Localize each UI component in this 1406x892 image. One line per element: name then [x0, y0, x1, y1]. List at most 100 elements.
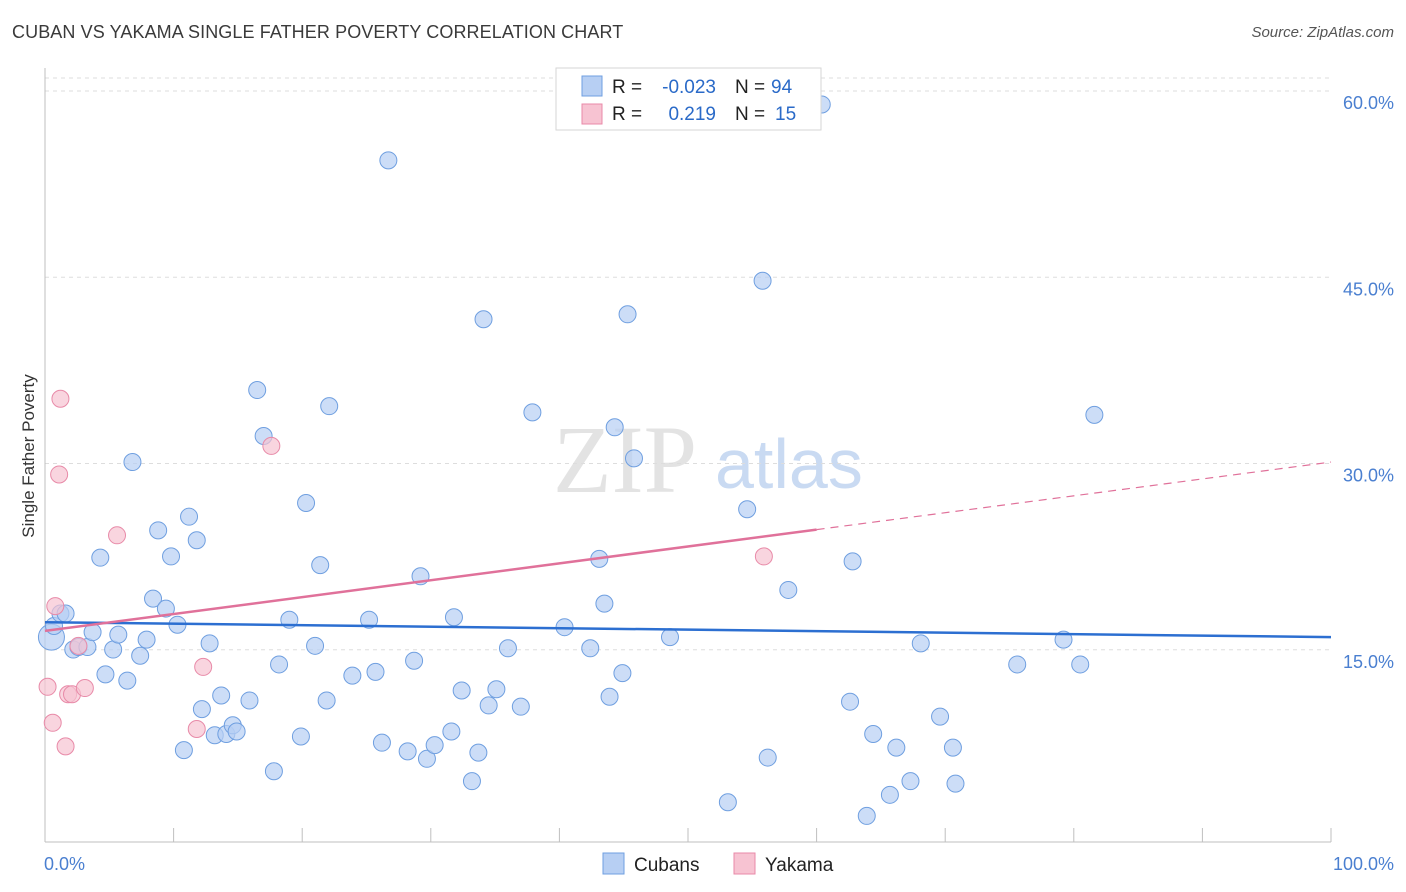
cuban-point [118, 671, 137, 690]
cuban-point [162, 547, 181, 566]
cuban-point [943, 738, 962, 757]
cuban-point [595, 594, 614, 613]
cuban-point [144, 589, 163, 608]
cuban-point [843, 552, 862, 571]
cuban-point [306, 636, 325, 655]
cuban-point [753, 271, 772, 290]
cuban-point [618, 305, 637, 324]
grid-lines [45, 77, 1331, 651]
legend-swatch-cubans [581, 75, 603, 97]
cuban-point [605, 418, 624, 437]
x-tick-label-0: 0.0% [44, 854, 85, 874]
cuban-point [880, 785, 899, 804]
y-tick-label-60: 60.0% [1343, 93, 1394, 113]
cuban-point [442, 722, 461, 741]
cuban-point [240, 691, 259, 710]
cuban-points [37, 94, 1104, 825]
cuban-point [498, 639, 517, 658]
cuban-point [109, 625, 128, 644]
cuban-point [123, 453, 142, 472]
yakama-point [38, 677, 57, 696]
cuban-point [511, 697, 530, 716]
cuban-point [192, 700, 211, 719]
cuban-point [264, 762, 283, 781]
yakama-point [56, 737, 75, 756]
yakama-point [43, 713, 62, 732]
cuban-point [343, 666, 362, 685]
cuban-point [718, 793, 737, 812]
bottom-legend-swatch-cubans [602, 852, 625, 875]
cuban-point [946, 774, 965, 793]
cuban-point [779, 580, 798, 599]
cuban-point [523, 403, 542, 422]
bottom-legend-swatch-yakama [733, 852, 756, 875]
x-tick-label-1: 100.0% [1333, 854, 1394, 874]
cuban-point [405, 651, 424, 670]
legend-n-label-cubans: N = [735, 77, 765, 98]
y-axis-label: Single Father Poverty [19, 374, 38, 538]
cuban-point [864, 724, 883, 743]
cuban-point [1008, 655, 1027, 674]
correlation-legend: R = -0.023 N = 94 R = 0.219 N = 15 [555, 67, 822, 131]
cuban-point [1054, 630, 1073, 649]
cuban-point [487, 680, 506, 699]
cuban-point [738, 500, 757, 519]
cuban-point [366, 662, 385, 681]
cuban-point [901, 772, 920, 791]
cuban-point [372, 733, 391, 752]
cuban-point [200, 634, 219, 653]
legend-r-value-cubans: -0.023 [662, 77, 716, 98]
y-tick-label-15: 15.0% [1343, 652, 1394, 672]
yakama-point [187, 720, 206, 739]
cuban-point [270, 655, 289, 674]
x-ticks [44, 828, 1332, 842]
series-legend: Cubans Yakama [602, 852, 834, 876]
yakama-point [51, 389, 70, 408]
cubans-trend-line [44, 620, 1332, 639]
cuban-point [156, 599, 175, 618]
bottom-legend-label-yakama: Yakama [765, 855, 834, 876]
cuban-point [137, 630, 156, 649]
cuban-point [452, 681, 471, 700]
yakama-point [262, 436, 281, 455]
cuban-point [758, 748, 777, 767]
cuban-point [398, 742, 417, 761]
cuban-point [931, 707, 950, 726]
legend-n-value-yakama: 15 [775, 104, 796, 125]
bottom-legend-label-cubans: Cubans [634, 855, 700, 876]
yakama-points [38, 389, 773, 756]
cuban-point [360, 610, 379, 629]
cuban-point [180, 507, 199, 526]
cuban-point [291, 727, 310, 746]
cuban-point [174, 741, 193, 760]
yakama-trend-extension [816, 461, 1332, 531]
y-tick-label-45: 45.0% [1343, 279, 1394, 299]
trend-lines [44, 461, 1332, 639]
yakama-point [50, 465, 69, 484]
cuban-point [417, 749, 436, 768]
cuban-point [248, 381, 267, 400]
cuban-point [317, 691, 336, 710]
cuban-point [379, 151, 398, 170]
cuban-point [887, 738, 906, 757]
legend-n-value-cubans: 94 [771, 77, 793, 98]
yakama-point [75, 679, 94, 698]
cuban-point [857, 806, 876, 825]
watermark-zip: ZIP [553, 406, 697, 513]
legend-r-value-yakama: 0.219 [668, 104, 716, 125]
cuban-point [227, 722, 246, 741]
cuban-point [320, 397, 339, 416]
cuban-point [469, 743, 488, 762]
cuban-point [581, 639, 600, 658]
cuban-point [444, 608, 463, 627]
cuban-point [841, 692, 860, 711]
y-tick-labels: 15.0% 30.0% 45.0% 60.0% [1343, 93, 1394, 672]
yakama-point [69, 636, 88, 655]
cuban-point [660, 628, 679, 647]
cuban-point [91, 548, 110, 567]
yakama-point [194, 657, 213, 676]
chart-title: CUBAN VS YAKAMA SINGLE FATHER POVERTY CO… [12, 22, 624, 42]
legend-r-label-yakama: R = [612, 104, 642, 125]
yakama-point [754, 547, 773, 566]
